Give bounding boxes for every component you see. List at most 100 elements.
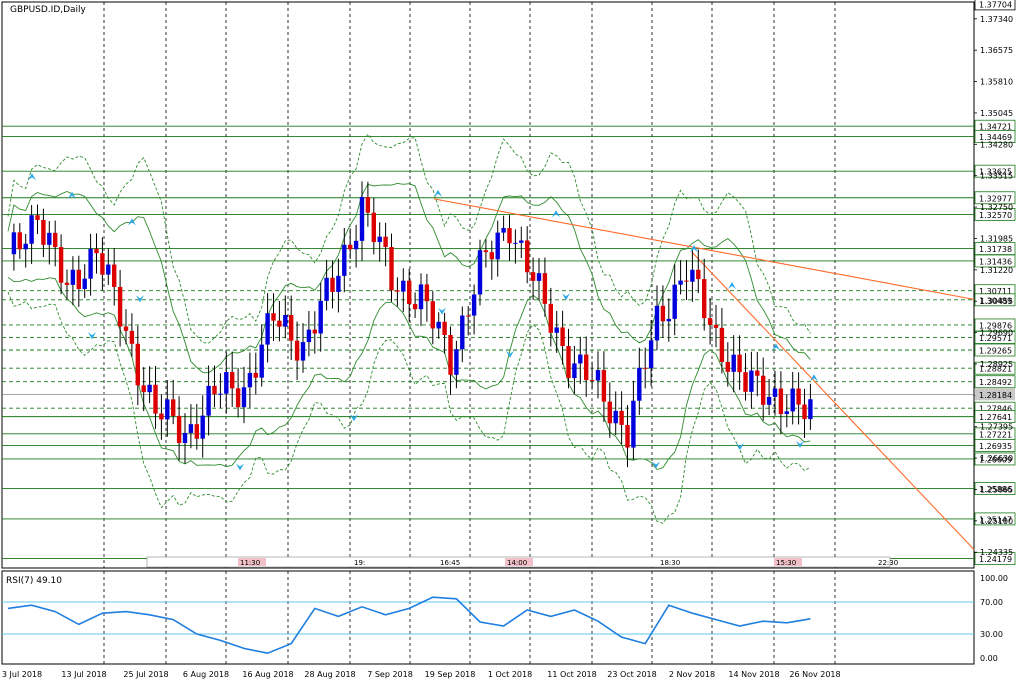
- candle-body: [401, 280, 406, 292]
- inner-lower-band: [7, 276, 811, 471]
- candle-body: [188, 424, 194, 433]
- candle-body: [277, 320, 282, 327]
- level-tag: [974, 191, 1016, 205]
- y-tick-label: 1.26630: [980, 454, 1013, 463]
- candle-body: [218, 393, 223, 395]
- candle-body: [560, 327, 565, 347]
- steep-down-trendline: [691, 251, 975, 550]
- level-tag-text: 1.27221: [979, 430, 1012, 439]
- level-tag: [974, 361, 1016, 375]
- x-tick-label: 13 Jul 2018: [61, 670, 106, 679]
- candle-body: [383, 236, 388, 248]
- candle-body: [725, 361, 730, 372]
- x-tick-label: 6 Aug 2018: [183, 670, 229, 679]
- y-tick-label: 1.31220: [980, 266, 1013, 275]
- top-price-tag: [974, 0, 1016, 11]
- y-tick-label: 1.27395: [980, 423, 1013, 432]
- main-panel-frame: [1, 1, 975, 569]
- candle-body: [755, 370, 760, 376]
- fractal-down-arrow: [136, 295, 144, 303]
- candle-body: [654, 305, 660, 341]
- fractal-arrows: [28, 173, 818, 471]
- time-highlight: [505, 558, 533, 566]
- level-tag: [974, 318, 1016, 332]
- candle-body: [684, 280, 689, 282]
- time-label: 14:00: [507, 559, 527, 567]
- y-tick-label: 1.35810: [980, 78, 1013, 87]
- candle-body: [106, 264, 111, 275]
- candle-body: [648, 340, 654, 369]
- bollinger-bands: [7, 133, 811, 524]
- candle-body: [749, 370, 754, 392]
- fractal-up-arrow: [728, 282, 736, 289]
- fractal-down-arrow: [562, 293, 570, 301]
- level-tag-text: 1.26609: [979, 455, 1012, 464]
- candle-body: [135, 343, 140, 386]
- candle-body: [153, 384, 158, 414]
- candle-body: [466, 315, 471, 317]
- candle-body: [790, 388, 795, 412]
- candle-body: [660, 305, 666, 322]
- candle-body: [761, 375, 766, 405]
- level-tag-text: 1.29571: [979, 334, 1012, 343]
- candle-body: [637, 367, 642, 401]
- x-tick-label: 25 Jul 2018: [123, 670, 168, 679]
- y-tick-label: 1.25865: [980, 485, 1013, 494]
- level-tag: [974, 482, 1016, 495]
- candle-body: [271, 313, 276, 321]
- level-tag: [974, 439, 1016, 452]
- candle-body: [82, 278, 87, 289]
- level-tag-text: 1.32570: [979, 211, 1012, 220]
- candle-body: [477, 250, 483, 295]
- candle-body: [713, 324, 719, 328]
- rsi-axis: 100.00 70.00 30.00 0.00: [980, 574, 1008, 663]
- candle-body: [212, 385, 217, 395]
- top-price-text: 1.37704: [979, 0, 1012, 9]
- candle-body: [442, 321, 447, 335]
- candle-body: [247, 372, 253, 388]
- time-label: 19:: [354, 559, 365, 567]
- rsi-indicator: [2, 596, 974, 655]
- candle-body: [230, 372, 235, 389]
- fractal-down-arrow: [350, 414, 358, 422]
- level-tag: [974, 552, 1016, 566]
- y-tick-label: 1.24335: [980, 548, 1013, 557]
- fractal-up-arrow: [772, 343, 780, 351]
- candle-body: [53, 232, 58, 248]
- level-tag-text: 1.27846: [979, 405, 1012, 414]
- level-tag: [974, 254, 1016, 268]
- candle-body: [595, 370, 601, 381]
- y-tick-label: 1.30455: [980, 297, 1013, 306]
- candle-body: [525, 240, 530, 273]
- candles: [11, 181, 813, 468]
- candle-body: [448, 334, 453, 375]
- x-tick-label: 19 Sep 2018: [425, 670, 476, 679]
- candle-body: [194, 424, 199, 439]
- candle-body: [289, 315, 294, 341]
- y-tick-label: 1.29690: [980, 329, 1013, 338]
- candle-body: [330, 277, 335, 292]
- candle-body: [572, 363, 577, 379]
- fractal-down-arrow: [88, 332, 96, 340]
- level-tag: [974, 452, 1016, 466]
- candle-body: [235, 388, 241, 408]
- candle-body: [719, 327, 725, 362]
- candle-body: [696, 269, 701, 280]
- candle-body: [100, 253, 105, 275]
- level-tag-text: 1.25886: [979, 485, 1012, 494]
- level-tag-text: 1.31436: [979, 257, 1012, 266]
- candle-body: [513, 242, 518, 244]
- candle-body: [501, 228, 506, 233]
- candle-body: [241, 387, 247, 408]
- level-tag-text: 1.28492: [979, 378, 1012, 387]
- level-tag-text: 1.29876: [979, 321, 1012, 330]
- candle-body: [182, 432, 188, 444]
- candle-body: [625, 424, 630, 448]
- candle-body: [129, 330, 135, 344]
- candle-body: [117, 286, 123, 327]
- candle-body: [802, 404, 807, 420]
- symbol-label: GBPUSD.ID,Daily: [10, 5, 87, 15]
